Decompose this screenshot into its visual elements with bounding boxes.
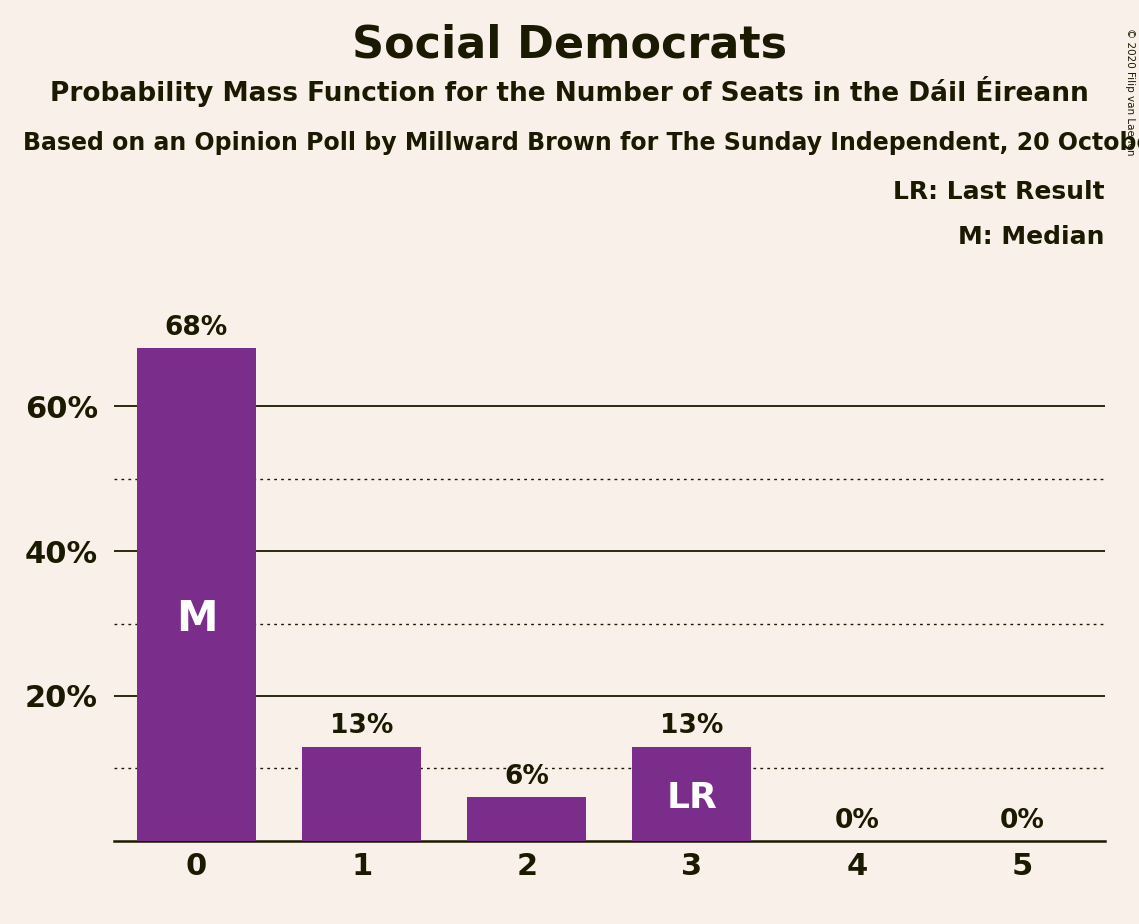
Text: M: M [175,598,218,640]
Bar [137,348,256,841]
Text: 6%: 6% [505,764,549,790]
Text: LR: LR [666,782,718,816]
Text: LR: Last Result: LR: Last Result [893,180,1105,204]
Text: 0%: 0% [1000,808,1044,833]
Bar [467,797,587,841]
Text: 13%: 13% [330,713,393,739]
Text: 68%: 68% [165,315,228,341]
Bar [632,747,752,841]
Text: © 2020 Filip van Laenen: © 2020 Filip van Laenen [1125,28,1134,155]
Text: M: Median: M: Median [958,225,1105,249]
Text: Probability Mass Function for the Number of Seats in the Dáil Éireann: Probability Mass Function for the Number… [50,76,1089,107]
Text: 13%: 13% [661,713,723,739]
Bar [302,747,421,841]
Text: 0%: 0% [835,808,879,833]
Text: Based on an Opinion Poll by Millward Brown for The Sunday Independent, 20 Octobe: Based on an Opinion Poll by Millward Bro… [23,131,1139,155]
Text: Social Democrats: Social Democrats [352,23,787,67]
